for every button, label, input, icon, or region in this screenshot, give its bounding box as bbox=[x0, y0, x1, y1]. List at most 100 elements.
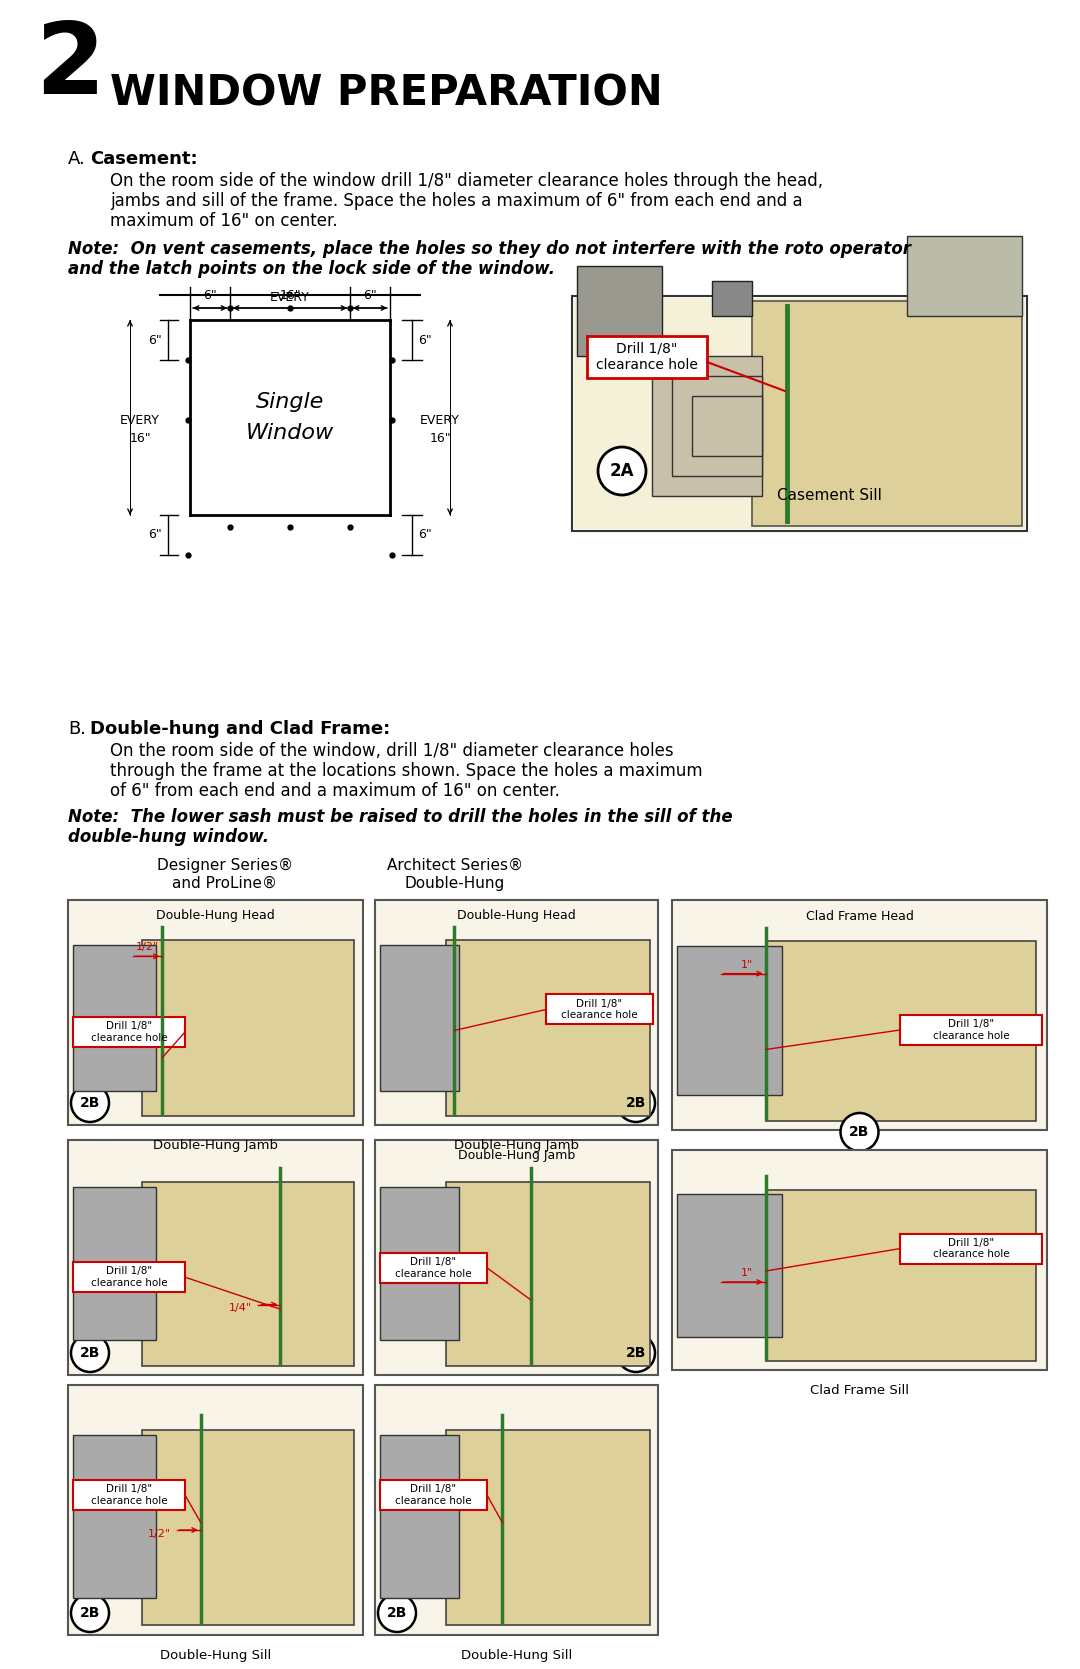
Text: Window: Window bbox=[246, 424, 334, 442]
Circle shape bbox=[71, 1334, 109, 1372]
Text: Double-Hung Head: Double-Hung Head bbox=[157, 910, 275, 923]
Bar bbox=[380, 1435, 459, 1597]
Text: 6": 6" bbox=[363, 289, 377, 302]
Text: Casement Sill: Casement Sill bbox=[778, 489, 882, 504]
Text: Architect Series®: Architect Series® bbox=[387, 858, 523, 873]
Circle shape bbox=[617, 1334, 654, 1372]
Text: 1": 1" bbox=[741, 1268, 753, 1278]
Bar bbox=[652, 355, 762, 496]
Bar bbox=[577, 265, 662, 355]
Text: Drill 1/8"
clearance hole: Drill 1/8" clearance hole bbox=[596, 342, 698, 372]
Text: Note:  The lower sash must be raised to drill the holes in the sill of the: Note: The lower sash must be raised to d… bbox=[68, 808, 732, 826]
Polygon shape bbox=[752, 300, 1022, 526]
Bar bbox=[712, 280, 752, 315]
Text: Drill 1/8"
clearance hole: Drill 1/8" clearance hole bbox=[562, 998, 638, 1020]
Text: 6": 6" bbox=[418, 529, 432, 541]
Text: Double-Hung Head: Double-Hung Head bbox=[457, 910, 576, 923]
Text: 2A: 2A bbox=[610, 462, 634, 481]
Text: jambs and sill of the frame. Space the holes a maximum of 6" from each end and a: jambs and sill of the frame. Space the h… bbox=[110, 192, 802, 210]
Text: EVERY: EVERY bbox=[420, 414, 460, 427]
Bar bbox=[73, 1262, 185, 1292]
Text: Drill 1/8"
clearance hole: Drill 1/8" clearance hole bbox=[91, 1267, 167, 1288]
Text: Drill 1/8"
clearance hole: Drill 1/8" clearance hole bbox=[933, 1238, 1010, 1260]
Text: Drill 1/8"
clearance hole: Drill 1/8" clearance hole bbox=[933, 1020, 1010, 1041]
Circle shape bbox=[378, 1594, 416, 1632]
Bar bbox=[900, 1233, 1042, 1263]
Text: 16": 16" bbox=[280, 289, 301, 302]
Text: B.: B. bbox=[68, 719, 86, 738]
Text: Drill 1/8"
clearance hole: Drill 1/8" clearance hole bbox=[395, 1257, 472, 1278]
Bar bbox=[672, 900, 1047, 1130]
Circle shape bbox=[840, 1113, 878, 1152]
Text: Double-Hung Sill: Double-Hung Sill bbox=[461, 1649, 572, 1662]
Text: 6": 6" bbox=[148, 529, 162, 541]
Text: 6": 6" bbox=[203, 289, 217, 302]
Text: 1/2": 1/2" bbox=[148, 1529, 171, 1539]
Bar bbox=[588, 335, 707, 377]
Bar bbox=[380, 1187, 459, 1340]
Text: double-hung window.: double-hung window. bbox=[68, 828, 269, 846]
Text: 16": 16" bbox=[130, 432, 151, 444]
Bar bbox=[380, 945, 459, 1092]
Bar bbox=[68, 1385, 363, 1636]
Bar bbox=[572, 295, 1027, 531]
Text: of 6" from each end and a maximum of 16" on center.: of 6" from each end and a maximum of 16"… bbox=[110, 783, 559, 799]
Bar bbox=[375, 900, 658, 1125]
Bar bbox=[677, 1193, 782, 1337]
Bar bbox=[68, 900, 363, 1125]
Text: A.: A. bbox=[68, 150, 85, 169]
Bar bbox=[907, 235, 1022, 315]
Bar bbox=[73, 1480, 185, 1510]
Text: Double-Hung Jamb: Double-Hung Jamb bbox=[454, 1138, 579, 1152]
Bar bbox=[766, 941, 1036, 1122]
Text: 1": 1" bbox=[741, 960, 753, 970]
Bar bbox=[73, 1435, 156, 1597]
Bar bbox=[375, 1140, 658, 1375]
Text: Designer Series®: Designer Series® bbox=[157, 858, 293, 873]
Circle shape bbox=[71, 1594, 109, 1632]
Bar bbox=[141, 1182, 354, 1365]
Text: WINDOW PREPARATION: WINDOW PREPARATION bbox=[110, 73, 663, 115]
Text: EVERY: EVERY bbox=[120, 414, 160, 427]
Text: Double-hung and Clad Frame:: Double-hung and Clad Frame: bbox=[90, 719, 390, 738]
Text: Casement:: Casement: bbox=[90, 150, 198, 169]
Text: Clad Frame Sill: Clad Frame Sill bbox=[810, 1384, 909, 1397]
Bar bbox=[446, 1430, 649, 1626]
Bar bbox=[73, 1187, 156, 1340]
Text: 2B: 2B bbox=[387, 1606, 407, 1621]
Text: 2B: 2B bbox=[849, 1125, 869, 1138]
Text: 1/4": 1/4" bbox=[229, 1303, 253, 1314]
Text: and ProLine®: and ProLine® bbox=[173, 876, 278, 891]
Text: 2: 2 bbox=[35, 18, 105, 115]
Text: 6": 6" bbox=[148, 334, 162, 347]
Text: 2B: 2B bbox=[80, 1606, 100, 1621]
Bar bbox=[141, 1430, 354, 1626]
Bar bbox=[68, 1140, 363, 1375]
Bar bbox=[546, 995, 653, 1025]
Text: Clad Frame Head: Clad Frame Head bbox=[806, 910, 914, 923]
Text: Drill 1/8"
clearance hole: Drill 1/8" clearance hole bbox=[91, 1484, 167, 1505]
Text: 2B: 2B bbox=[80, 1097, 100, 1110]
Bar bbox=[380, 1480, 487, 1510]
Text: 2B: 2B bbox=[625, 1097, 646, 1110]
Text: On the room side of the window, drill 1/8" diameter clearance holes: On the room side of the window, drill 1/… bbox=[110, 743, 674, 759]
Circle shape bbox=[617, 1083, 654, 1122]
Bar bbox=[672, 1150, 1047, 1370]
Text: Note:  On vent casements, place the holes so they do not interfere with the roto: Note: On vent casements, place the holes… bbox=[68, 240, 912, 259]
Bar bbox=[672, 376, 762, 476]
Bar bbox=[900, 1015, 1042, 1045]
Bar bbox=[141, 941, 354, 1117]
Text: Double-Hung Sill: Double-Hung Sill bbox=[160, 1649, 271, 1662]
Circle shape bbox=[71, 1083, 109, 1122]
Bar bbox=[73, 1016, 185, 1046]
Text: 6": 6" bbox=[418, 334, 432, 347]
Bar bbox=[380, 1253, 487, 1283]
Circle shape bbox=[598, 447, 646, 496]
Text: Double-Hung Jamb: Double-Hung Jamb bbox=[153, 1138, 278, 1152]
Text: EVERY: EVERY bbox=[270, 290, 310, 304]
Bar bbox=[446, 1182, 649, 1365]
Text: and the latch points on the lock side of the window.: and the latch points on the lock side of… bbox=[68, 260, 555, 279]
Text: 2B: 2B bbox=[80, 1345, 100, 1360]
Text: 2B: 2B bbox=[625, 1345, 646, 1360]
Text: 1/2": 1/2" bbox=[136, 943, 159, 953]
